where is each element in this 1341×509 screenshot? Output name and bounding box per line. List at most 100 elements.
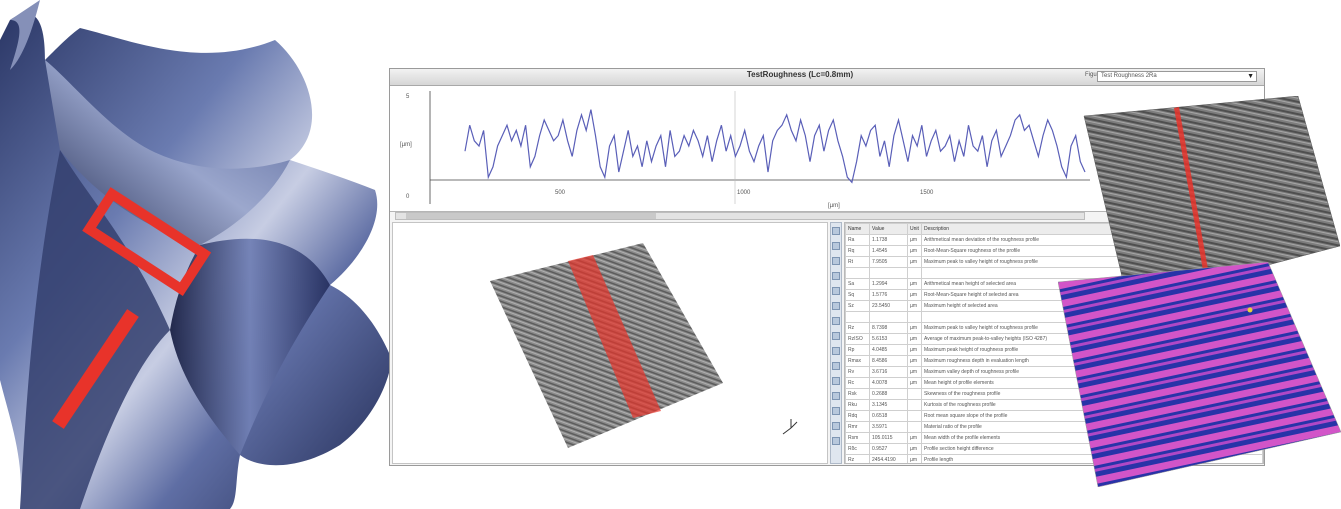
param-value-cell: 1.5776	[869, 289, 908, 301]
param-value-cell	[869, 267, 908, 279]
profile-trace	[464, 109, 1086, 184]
side-toolbar	[830, 222, 842, 464]
profile-icon[interactable]	[832, 377, 840, 385]
axis-gizmo-icon	[782, 419, 798, 435]
param-name-cell: Rdq	[845, 410, 870, 422]
chevron-down-icon: ▼	[1247, 73, 1254, 80]
param-unit-cell: µm	[907, 344, 922, 356]
settings-icon[interactable]	[832, 362, 840, 370]
grid-icon[interactable]	[832, 317, 840, 325]
param-value-cell: 0.9527	[869, 443, 908, 455]
param-name-cell: Rδc	[845, 443, 870, 455]
param-unit-cell	[907, 311, 922, 323]
param-name-cell: Rsm	[845, 432, 870, 444]
param-name-cell: Rq	[845, 245, 870, 257]
param-unit-cell: µm	[907, 432, 922, 444]
param-name-cell: RzISO	[845, 333, 870, 345]
print-icon[interactable]	[832, 407, 840, 415]
param-value-cell: 3.6716	[869, 366, 908, 378]
param-name-cell: Rmax	[845, 355, 870, 367]
param-value-cell: 5.6153	[869, 333, 908, 345]
surface-3d-canvas[interactable]	[393, 223, 827, 463]
x-tick-label: 1500	[920, 190, 934, 196]
param-unit-cell: µm	[907, 377, 922, 389]
figure-dropdown[interactable]: Test Roughness 2Ra ▼	[1097, 71, 1257, 82]
param-name-cell: Rc	[845, 377, 870, 389]
column-header[interactable]: Name	[845, 223, 870, 235]
param-unit-cell	[907, 421, 922, 433]
param-unit-cell: µm	[907, 355, 922, 367]
param-value-cell: 8.4586	[869, 355, 908, 367]
param-value-cell: 3.5971	[869, 421, 908, 433]
param-unit-cell	[907, 388, 922, 400]
column-header[interactable]: Unit	[907, 223, 922, 235]
y-tick-label: 5	[406, 94, 410, 100]
figure-label: Figure	[1085, 72, 1103, 78]
param-unit-cell: µm	[907, 454, 922, 463]
param-value-cell	[869, 311, 908, 323]
chart-scrollbar-thumb[interactable]	[406, 213, 656, 219]
param-unit-cell	[907, 410, 922, 422]
param-name-cell	[845, 267, 870, 279]
param-value-cell: 8.7398	[869, 322, 908, 334]
selection-line[interactable]	[52, 309, 139, 429]
param-name-cell	[845, 311, 870, 323]
save-icon[interactable]	[832, 422, 840, 430]
param-value-cell: 105.0115	[869, 432, 908, 444]
window-title: TestRoughness (Lc=0.8mm)	[746, 70, 854, 79]
param-name-cell: Rz	[845, 454, 870, 463]
select-icon[interactable]	[832, 272, 840, 280]
param-name-cell: Ra	[845, 234, 870, 246]
measure-icon[interactable]	[832, 287, 840, 295]
table-icon[interactable]	[832, 392, 840, 400]
pan-icon[interactable]	[832, 242, 840, 250]
param-name-cell: Sq	[845, 289, 870, 301]
param-value-cell: 1.4545	[869, 245, 908, 257]
param-value-cell: 4.0485	[869, 344, 908, 356]
figure-dropdown-value: Test Roughness 2Ra	[1101, 73, 1157, 79]
x-tick-label: 500	[555, 190, 566, 196]
color-icon[interactable]	[832, 332, 840, 340]
param-name-cell: Rku	[845, 399, 870, 411]
param-name-cell: Rsk	[845, 388, 870, 400]
y-tick-label: 0	[406, 194, 410, 200]
param-value-cell: 3.1345	[869, 399, 908, 411]
marker-dot	[1247, 307, 1253, 313]
profile-chart: 5 0 [µm] 500 1000 1500 [µm]	[400, 91, 1090, 209]
param-name-cell: Rv	[845, 366, 870, 378]
selection-band	[568, 255, 661, 418]
selection-rectangle[interactable]	[82, 187, 212, 297]
profile-line-marker	[1174, 107, 1211, 287]
param-unit-cell	[907, 399, 922, 411]
param-value-cell: 4.0078	[869, 377, 908, 389]
title-bar: TestRoughness (Lc=0.8mm) Figure Test Rou…	[390, 69, 1264, 86]
chart-scrollbar[interactable]	[395, 212, 1085, 220]
column-header[interactable]: Value	[869, 223, 908, 235]
param-unit-cell: µm	[907, 256, 922, 268]
param-name-cell: Rt	[845, 256, 870, 268]
param-unit-cell: µm	[907, 322, 922, 334]
param-unit-cell: µm	[907, 333, 922, 345]
export-icon[interactable]	[832, 302, 840, 310]
help-icon[interactable]	[832, 437, 840, 445]
param-unit-cell: µm	[907, 366, 922, 378]
param-unit-cell: µm	[907, 245, 922, 257]
x-tick-label: 1000	[737, 190, 751, 196]
param-name-cell: Rz	[845, 322, 870, 334]
param-value-cell: 23.5450	[869, 300, 908, 312]
param-name-cell: Sz	[845, 300, 870, 312]
y-axis-unit: [µm]	[400, 142, 412, 148]
param-unit-cell: µm	[907, 289, 922, 301]
param-value-cell: 1.2994	[869, 278, 908, 290]
param-unit-cell: µm	[907, 443, 922, 455]
zoom-icon[interactable]	[832, 227, 840, 235]
param-value-cell: 7.9505	[869, 256, 908, 268]
param-unit-cell: µm	[907, 300, 922, 312]
param-unit-cell	[907, 267, 922, 279]
param-value-cell: 0.6518	[869, 410, 908, 422]
colormap-surface-render	[1058, 262, 1341, 487]
rotate-icon[interactable]	[832, 257, 840, 265]
param-unit-cell: µm	[907, 234, 922, 246]
surface-3d-view[interactable]	[392, 222, 828, 464]
info-icon[interactable]	[832, 347, 840, 355]
